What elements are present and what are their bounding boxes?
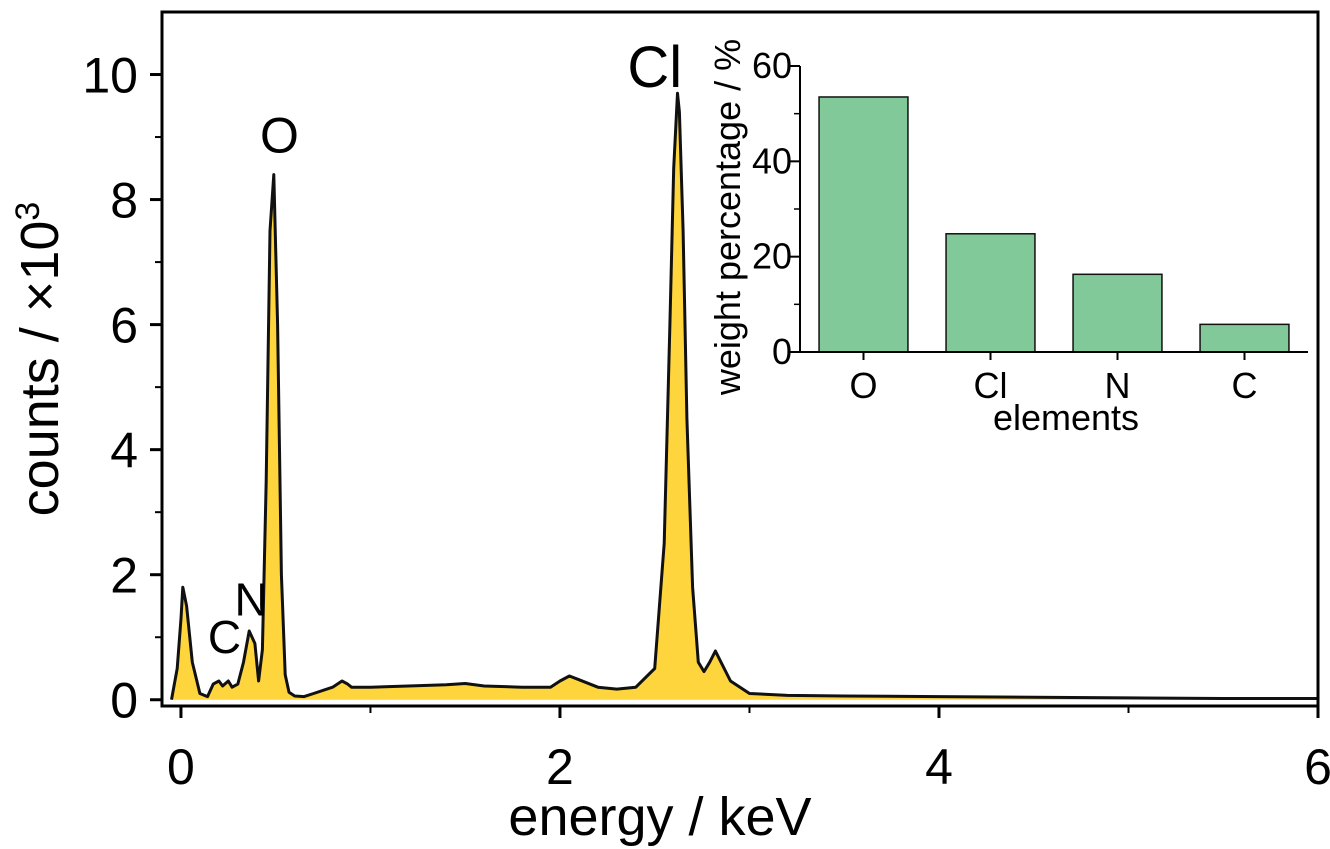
spectrum-line — [170, 91, 1318, 700]
y-tick-label: 2 — [110, 548, 138, 604]
inset-x-axis-title: elements — [993, 397, 1139, 438]
y-tick-label: 0 — [110, 673, 138, 729]
inset-x-tick-label: N — [1105, 365, 1131, 406]
inset-bar — [945, 233, 1036, 353]
inset-bar — [1199, 323, 1290, 353]
inset-bar — [818, 96, 909, 353]
inset-y-axis-title: weight percentage / % — [707, 39, 748, 396]
inset-x-tick-label: Cl — [974, 365, 1008, 406]
peak-label: Cl — [627, 35, 682, 100]
peak-labels: CN O Cl — [208, 35, 682, 663]
inset-y-tick-label: 40 — [752, 140, 792, 181]
inset-y-ticks: 0 20 40 60 — [752, 45, 800, 372]
plot-frame — [160, 10, 1320, 708]
inset-x-tick-label: O — [849, 365, 877, 406]
inset-x-ticks: O Cl N C — [849, 352, 1258, 406]
x-axis-title: energy / keV — [508, 787, 811, 847]
peak-label: C — [208, 611, 241, 663]
y-axis-title-text: counts / ×10 — [10, 221, 70, 517]
inset-bar-chart: O Cl N C 0 20 40 60 elements weight percentage… — [707, 39, 1308, 438]
y-tick-label: 8 — [110, 173, 138, 229]
x-tick-label: 0 — [167, 739, 195, 795]
y-tick-label: 6 — [110, 298, 138, 354]
inset-y-tick-label: 60 — [752, 45, 792, 86]
inset-x-tick-label: C — [1232, 365, 1258, 406]
x-tick-label: 2 — [546, 739, 574, 795]
y-tick-label: 4 — [110, 423, 138, 479]
x-tick-label: 4 — [925, 739, 953, 795]
inset-y-tick-label: 20 — [752, 236, 792, 277]
inset-bars — [818, 96, 1290, 353]
peak-label: N — [234, 573, 267, 625]
inset-bar — [1072, 273, 1163, 353]
x-tick-label: 6 — [1304, 739, 1330, 795]
y-axis-ticks: 0 2 4 6 8 10 — [82, 48, 162, 729]
y-tick-label: 10 — [82, 48, 138, 104]
y-axis-title-exponent: 3 — [9, 202, 47, 221]
x-axis-ticks: 0 2 4 6 — [167, 706, 1330, 795]
inset-y-tick-label: 0 — [772, 331, 792, 372]
y-axis-title: counts / ×103 — [9, 202, 70, 517]
peak-label: O — [260, 108, 299, 164]
